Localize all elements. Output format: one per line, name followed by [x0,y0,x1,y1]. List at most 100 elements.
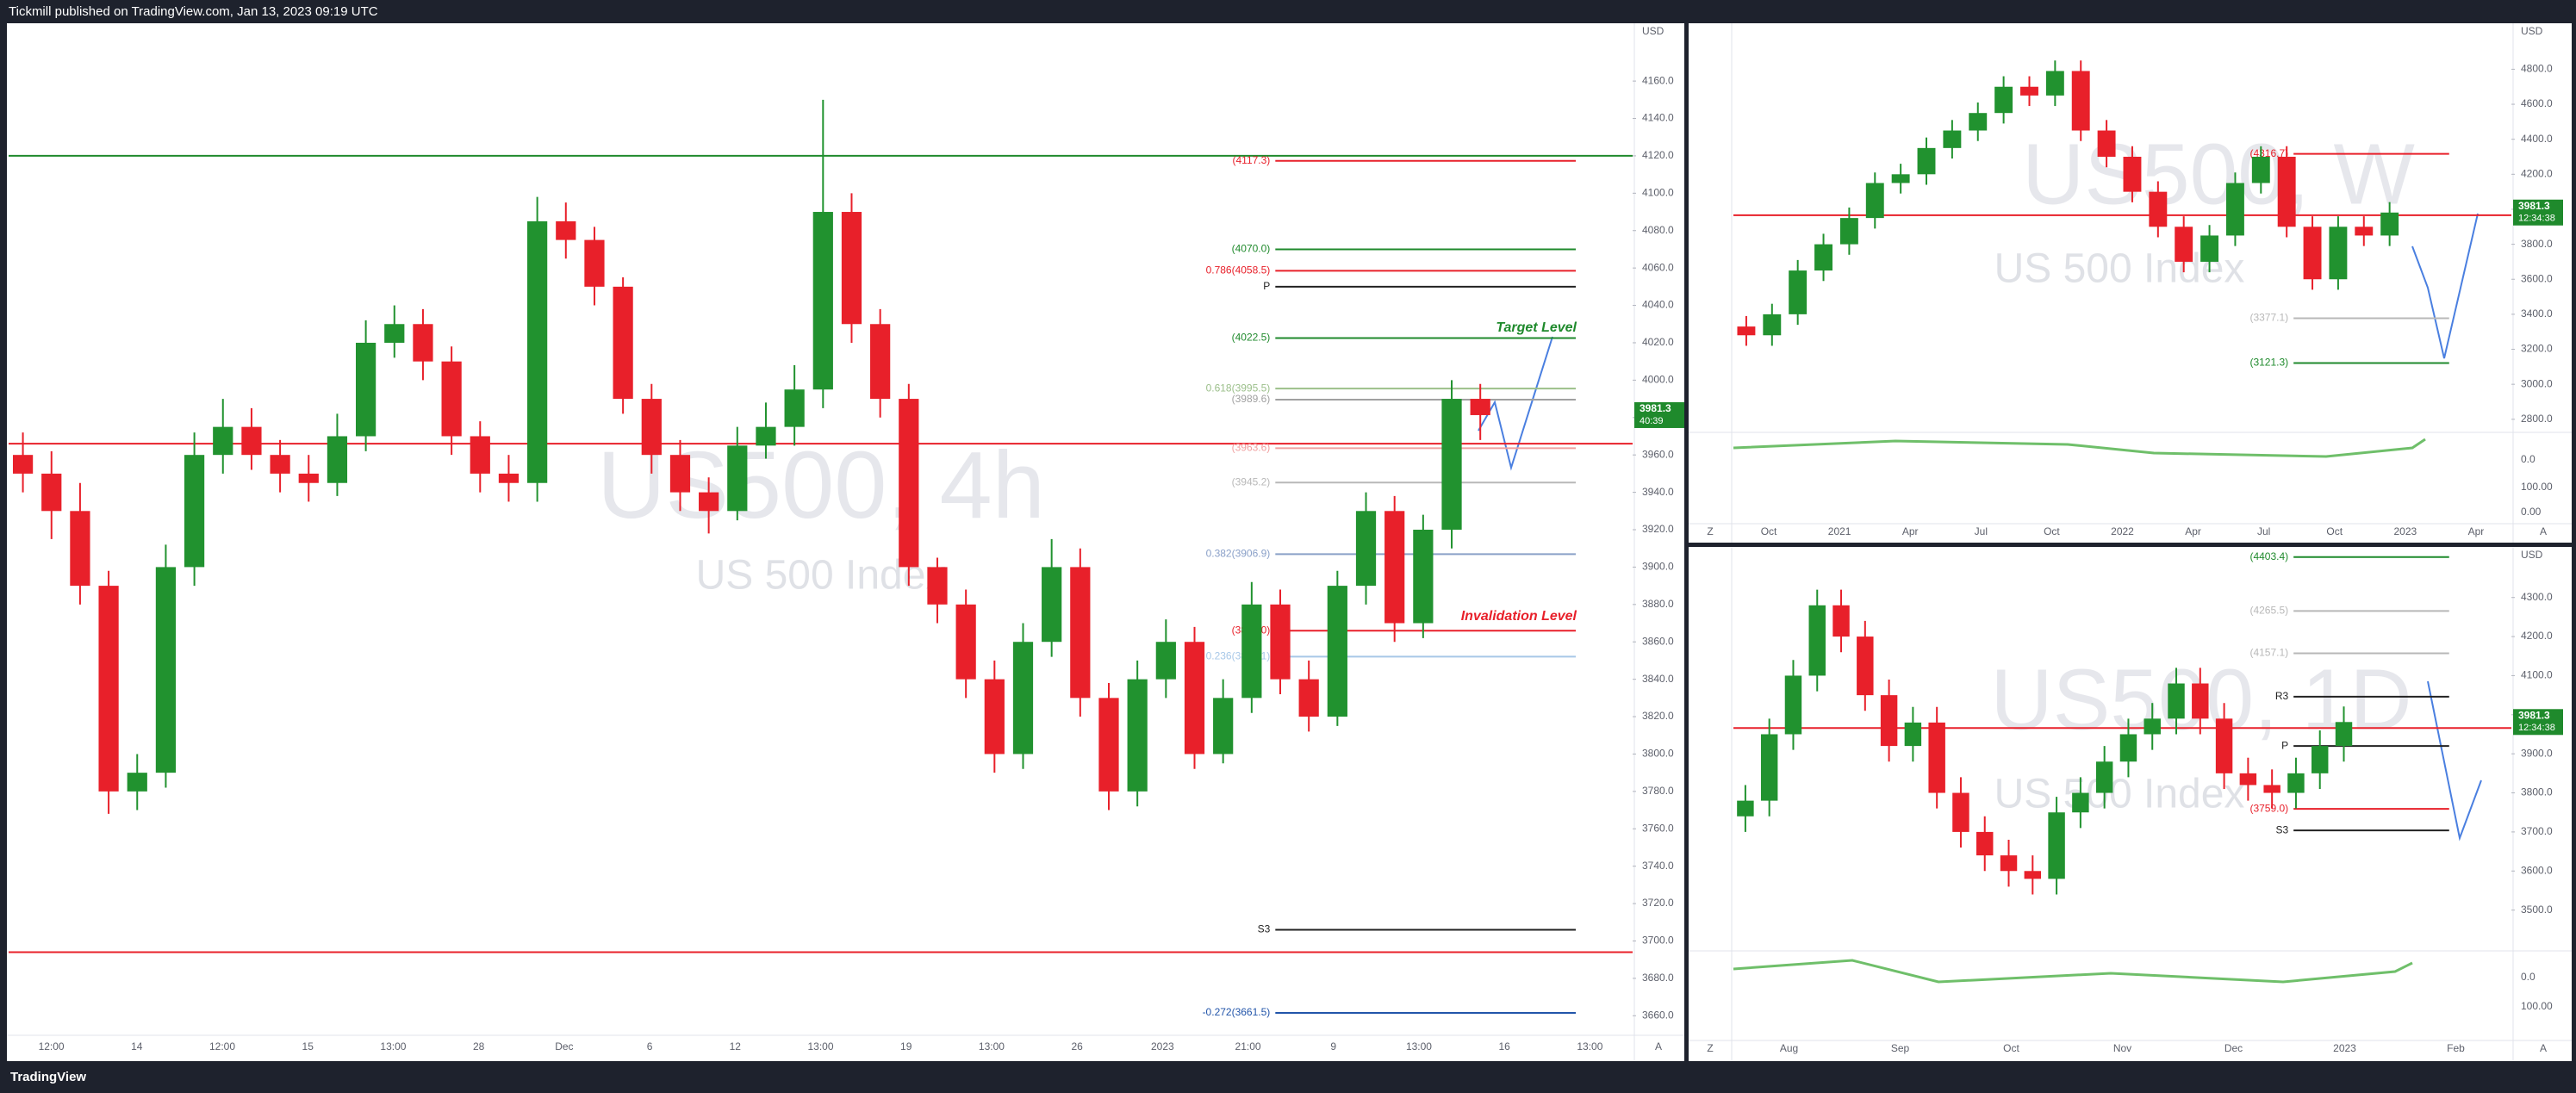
candle-body [584,239,605,287]
candle-body [1857,637,1874,696]
candle-body [1814,244,1832,271]
level-label: P [1263,280,1270,292]
price-tag [2513,199,2563,226]
y-tick-label: 4020.0 [1642,336,1674,348]
watermark-subtitle: US 500 Index [1994,772,2245,817]
candle-body [413,324,433,362]
candle-body [1737,326,1756,336]
oscillator-line [1733,438,2426,458]
candle-body [727,445,748,512]
x-tick-label: 13:00 [807,1040,833,1053]
x-tick-label: 14 [131,1040,143,1053]
price-tag [2513,709,2563,736]
y-tick-label: 3660.0 [1642,1009,1674,1021]
x-tick-label: 13:00 [1406,1040,1432,1053]
level-label: P [2281,739,2288,751]
candle-body [2048,812,2065,879]
candle-body [556,220,576,240]
level-label: (3945.2) [1232,475,1271,488]
zoom-button[interactable]: Z [1707,525,1713,537]
watermark-title: US500, 4h [597,432,1045,538]
candle-body [2119,734,2137,762]
x-tick-label: 12:00 [209,1040,235,1053]
candle-body [1969,113,1988,131]
annotation: Target Level [1496,320,1577,335]
y-tick-label: 3500.0 [2521,904,2553,916]
level-label: -0.272(3661.5) [1203,1006,1271,1018]
candle-body [1098,698,1119,792]
x-tick-label: Nov [2113,1042,2131,1054]
y-tick-label: 3740.0 [1642,860,1674,872]
y-tick-label: 4160.0 [1642,74,1674,86]
indicator-tick-label: 100.00 [2521,481,2553,493]
y-tick-label: 4140.0 [1642,112,1674,124]
candle-body [2355,227,2374,236]
candle-body [1155,642,1176,680]
y-tick-label: 3000.0 [2521,377,2553,389]
scale-button[interactable]: A [2540,1042,2547,1054]
level-label: 0.382(3906.9) [1206,548,1271,560]
y-tick-label: 3600.0 [2521,272,2553,284]
x-tick-label: Apr [1902,525,1919,537]
currency-label: USD [2521,549,2543,561]
candle-body [1213,698,1234,755]
y-tick-label: 3720.0 [1642,897,1674,909]
candle-body [2071,71,2090,131]
level-label: 0.786(4058.5) [1206,264,1271,276]
x-tick-label: 28 [473,1040,485,1053]
candle-body [641,399,662,456]
panel-weekly [1689,23,2572,543]
level-label: (3377.1) [2249,312,2288,324]
level-label: (3121.3) [2249,357,2288,369]
y-tick-label: 3840.0 [1642,673,1674,685]
scale-button[interactable]: A [2540,525,2547,537]
x-tick-label: 2023 [2333,1042,2356,1054]
indicator-tick-label: 0.0 [2521,971,2536,983]
candle-body [669,455,691,493]
level-label: (4157.1) [2249,647,2288,659]
candle-body [1952,792,1969,832]
x-tick-label: 2022 [2111,525,2134,537]
candle-body [2123,157,2142,192]
candle-body [699,492,719,512]
candle-body [441,361,462,437]
watermark-title: US500, W [2022,126,2415,222]
y-tick-label: 3800.0 [1642,748,1674,760]
candle-body [127,773,147,792]
currency-label: USD [1642,25,1664,37]
candle-body [527,220,548,483]
level-label: (4117.3) [1232,154,1270,166]
header-title: Tickmill published on TradingView.com, J… [9,4,378,19]
candle-body [1976,831,1994,856]
forecast-path [1478,336,1553,471]
candle-body [2200,235,2219,262]
candle-body [98,586,119,792]
scale-button[interactable]: A [1655,1040,1662,1053]
candle-body [1891,174,1910,183]
indicator-tick-label: 0.00 [2521,506,2542,518]
x-tick-label: 12 [730,1040,742,1053]
x-tick-label: Jul [2257,525,2270,537]
candle-body [2175,227,2193,262]
x-tick-label: 12:00 [39,1040,65,1053]
footer-brand: TradingView [10,1070,86,1084]
panel-main [7,23,1684,1061]
level-label: (3759.0) [2249,802,2288,814]
x-tick-label: Dec [2224,1042,2243,1054]
candle-body [812,212,833,390]
y-tick-label: 3900.0 [2521,747,2553,759]
candle-body [1042,567,1062,643]
candle-body [2045,71,2064,96]
price-tag-value: 3981.3 [2518,200,2550,212]
zoom-button[interactable]: Z [1707,1042,1713,1054]
candle-body [1241,604,1262,699]
y-tick-label: 4300.0 [2521,591,2553,603]
x-tick-label: 15 [302,1040,314,1053]
candle-body [1441,399,1462,530]
x-tick-label: 16 [1499,1040,1511,1053]
candle-body [1917,147,1936,175]
x-tick-label: Jul [1975,525,1988,537]
y-tick-label: 3800.0 [2521,238,2553,250]
